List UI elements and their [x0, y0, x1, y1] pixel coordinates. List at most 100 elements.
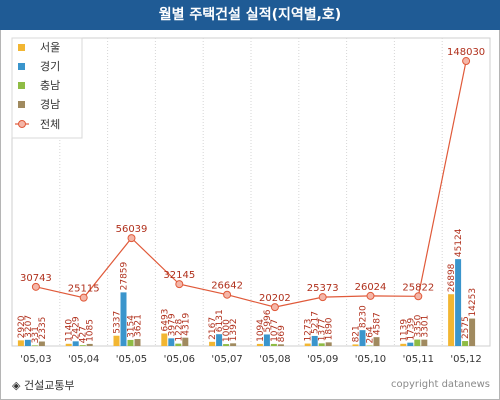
bar-충남-0 — [31, 345, 38, 346]
legend-label: 서울 — [40, 41, 60, 54]
bar-경기-6 — [311, 335, 318, 346]
bar-label: 821 — [352, 325, 362, 342]
bar-경남-3 — [182, 337, 189, 346]
bar-경남-0 — [38, 341, 45, 346]
x-tick-label: '05,06 — [164, 354, 195, 365]
legend-label: 충남 — [40, 79, 60, 92]
bar-label: 1140 — [65, 319, 75, 342]
bar-label: 6131 — [215, 309, 225, 332]
x-tick-label: '05,10 — [355, 354, 386, 365]
bar-label: 1077 — [270, 319, 280, 342]
total-label: 26642 — [211, 281, 243, 292]
bar-label: 3350 — [413, 314, 423, 337]
bar-label: 3301 — [420, 315, 430, 338]
bar-label: 45124 — [454, 228, 464, 257]
bar-label: 331 — [31, 326, 41, 343]
bar-서울-5 — [256, 343, 263, 346]
total-point — [175, 280, 184, 289]
bar-경기-8 — [407, 342, 414, 346]
bar-label: 5337 — [113, 311, 123, 334]
total-point — [462, 57, 471, 66]
bar-label: 427 — [79, 326, 89, 343]
legend-label: 경남 — [40, 98, 60, 111]
x-tick-label: '05,07 — [211, 354, 242, 365]
bar-서울-7 — [352, 344, 359, 346]
total-point — [270, 303, 279, 312]
bar-충남-9 — [462, 341, 469, 346]
bar-서울-0 — [17, 340, 24, 346]
bar-서울-1 — [65, 343, 72, 346]
bar-label: 4319 — [181, 313, 191, 336]
bar-서울-3 — [161, 333, 168, 346]
bar-경남-4 — [230, 343, 237, 346]
total-label: 26024 — [355, 282, 387, 293]
legend-swatch — [18, 82, 25, 89]
bar-서울-9 — [448, 294, 455, 346]
bar-충남-5 — [270, 343, 277, 346]
total-label: 56039 — [116, 224, 148, 235]
bar-label: 5217 — [311, 311, 321, 334]
total-label: 25373 — [307, 283, 339, 294]
bar-label: 869 — [277, 325, 287, 342]
x-tick-label: '05,04 — [68, 354, 99, 365]
bar-경기-7 — [359, 330, 366, 346]
bar-충남-6 — [318, 343, 325, 346]
total-label: 30743 — [20, 273, 52, 284]
total-point — [414, 292, 423, 301]
bar-label: 3154 — [127, 315, 137, 338]
bar-label: 2167 — [208, 317, 218, 340]
chart-title: 월별 주택건설 실적(지역별,호) — [0, 0, 500, 30]
bar-경남-2 — [134, 339, 141, 346]
bar-label: 27859 — [120, 261, 130, 290]
legend-swatch — [18, 101, 25, 108]
bar-label: 1273 — [304, 319, 314, 342]
bar-label: 2920 — [17, 315, 27, 338]
bar-경기-3 — [168, 338, 175, 346]
legend-total-marker — [18, 120, 26, 128]
legend-swatch — [18, 44, 25, 51]
bar-label: 3979 — [167, 313, 177, 336]
bar-충남-2 — [127, 339, 134, 346]
total-point — [79, 293, 88, 302]
bar-label: 2335 — [38, 317, 48, 340]
bar-서울-6 — [304, 343, 311, 346]
x-tick-label: '05,05 — [116, 354, 147, 365]
bar-서울-8 — [400, 343, 407, 346]
bar-label: 2575 — [461, 316, 471, 339]
bar-충남-7 — [366, 345, 373, 346]
bar-경기-1 — [72, 341, 79, 346]
total-line — [35, 60, 467, 308]
total-label: 32145 — [163, 270, 195, 281]
bar-label: 3621 — [134, 314, 144, 337]
bar-경남-8 — [421, 339, 428, 346]
bar-label: 1139 — [399, 319, 409, 342]
bar-label: 1000 — [222, 319, 232, 342]
total-label: 25115 — [68, 284, 100, 295]
bar-경남-7 — [373, 337, 380, 346]
bar-경기-4 — [216, 334, 223, 346]
bar-label: 4587 — [373, 312, 383, 335]
total-label: 148030 — [447, 47, 485, 58]
bar-label: 3207 — [24, 315, 34, 338]
bar-label: 26898 — [447, 263, 457, 292]
bar-충남-3 — [175, 343, 182, 346]
total-label: 20202 — [259, 293, 291, 304]
bar-label: 5996 — [263, 309, 273, 332]
total-point — [127, 234, 136, 243]
bar-경남-6 — [325, 342, 332, 346]
x-tick-label: '05,08 — [259, 354, 290, 365]
bar-서울-4 — [209, 341, 216, 346]
bar-경기-0 — [24, 339, 31, 346]
source-label: ◈ 건설교통부 — [12, 379, 75, 392]
x-tick-label: '05,12 — [450, 354, 481, 365]
bar-경남-5 — [277, 344, 284, 346]
copyright-label: copyright datanews — [391, 379, 490, 390]
bar-충남-1 — [79, 345, 86, 346]
x-tick-label: '05,09 — [307, 354, 338, 365]
legend-swatch — [18, 63, 25, 70]
bar-label: 8230 — [359, 305, 369, 328]
legend-label: 전체 — [40, 118, 60, 131]
bar-경기-9 — [455, 259, 462, 346]
bar-경기-2 — [120, 292, 127, 346]
